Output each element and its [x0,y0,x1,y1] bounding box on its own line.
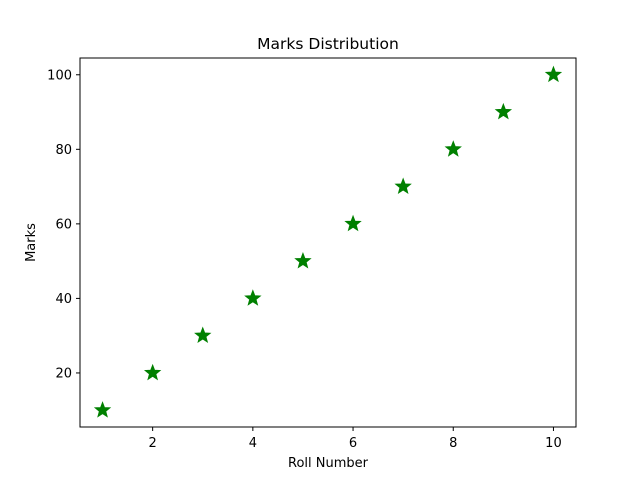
y-tick-label: 60 [55,217,72,232]
y-axis-label: Marks [24,223,39,262]
data-point-star [444,140,462,157]
data-point-star [143,363,162,381]
x-tick-label: 4 [249,436,257,451]
x-axis: 2 4 6 8 10 [149,427,562,451]
x-tick-label: 8 [449,436,457,451]
y-tick-label: 40 [55,292,72,307]
y-axis: 20 40 60 80 100 [47,68,80,381]
data-point-star [494,102,513,120]
data-point-star [294,252,312,269]
chart-title: Marks Distribution [257,35,399,53]
x-tick-label: 2 [149,436,157,451]
y-tick-label: 80 [55,143,72,158]
data-point-star [93,401,112,418]
x-tick-label: 6 [349,436,357,451]
x-tick-label: 10 [545,436,562,451]
data-point-star [244,289,262,306]
y-tick-label: 100 [47,68,72,83]
axes-frame [79,57,577,428]
y-tick-label: 20 [55,366,72,381]
plot-area [79,57,577,428]
data-point-star [544,65,563,83]
data-point-star [394,177,412,194]
data-point-star [344,214,362,232]
data-point-star [194,326,212,344]
data-points [93,65,563,418]
x-axis-label: Roll Number [288,456,369,471]
